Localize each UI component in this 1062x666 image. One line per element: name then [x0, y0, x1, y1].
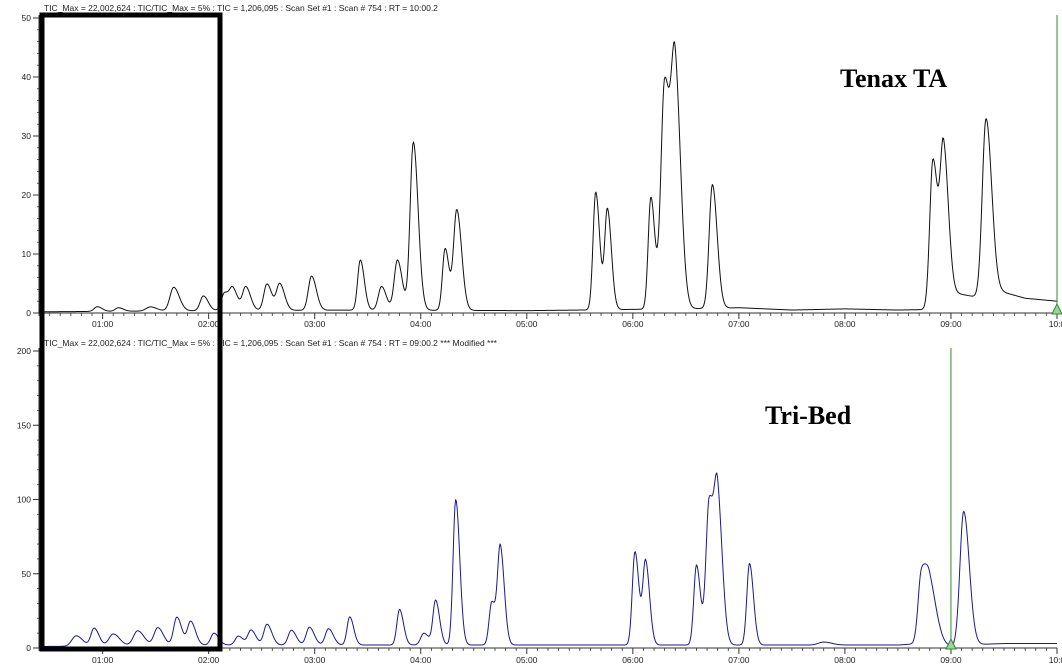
x-tick-label: 03:00: [304, 655, 326, 665]
x-tick-label: 02:00: [198, 319, 220, 329]
x-tick-label: 07:00: [728, 319, 750, 329]
panel-annotation-label: Tri-Bed: [765, 401, 852, 430]
x-tick-label: 09:00: [940, 319, 962, 329]
rt-marker-triangle: [1051, 302, 1062, 315]
x-tick-label: 09:00: [940, 655, 962, 665]
y-tick-label: 40: [22, 72, 32, 82]
x-tick-label: 05:00: [516, 655, 538, 665]
y-tick-label: 50: [22, 569, 32, 579]
x-tick-label: 04:00: [410, 655, 432, 665]
x-tick-label: 08:00: [834, 319, 856, 329]
x-tick-label: 03:00: [304, 319, 326, 329]
x-tick-label: 02:00: [198, 655, 220, 665]
panel-tenax-ta: TIC_Max = 22,002,624 : TIC/TIC_Max = 5% …: [22, 3, 1062, 329]
x-tick-label: 06:00: [622, 655, 644, 665]
y-tick-label: 0: [26, 308, 31, 318]
x-tick-label: 10:0: [1049, 319, 1062, 329]
panel-header: TIC_Max = 22,002,624 : TIC/TIC_Max = 5% …: [44, 3, 438, 13]
y-tick-label: 100: [17, 495, 31, 505]
y-tick-label: 0: [26, 643, 31, 653]
x-tick-label: 01:00: [92, 655, 114, 665]
y-tick-label: 150: [17, 420, 31, 430]
y-tick-label: 50: [22, 13, 32, 23]
x-tick-label: 10:0: [1049, 655, 1062, 665]
y-tick-label: 30: [22, 131, 32, 141]
y-tick-label: 200: [17, 346, 31, 356]
rt-marker-triangle: [945, 637, 957, 650]
tic-trace: [39, 472, 1057, 648]
panel-annotation-label: Tenax TA: [840, 64, 947, 93]
panel-tri-bed: TIC_Max = 22,002,624 : TIC/TIC_Max = 5% …: [17, 338, 1062, 665]
y-tick-label: 10: [22, 249, 32, 259]
x-tick-label: 08:00: [834, 655, 856, 665]
y-tick-label: 20: [22, 190, 32, 200]
tic-trace: [38, 41, 1058, 313]
panel-header: TIC_Max = 22,002,624 : TIC/TIC_Max = 5% …: [44, 338, 498, 348]
highlight-box: [39, 12, 223, 652]
x-tick-label: 04:00: [410, 319, 432, 329]
x-tick-label: 06:00: [622, 319, 644, 329]
x-tick-label: 01:00: [92, 319, 114, 329]
x-tick-label: 05:00: [516, 319, 538, 329]
x-tick-label: 07:00: [728, 655, 750, 665]
